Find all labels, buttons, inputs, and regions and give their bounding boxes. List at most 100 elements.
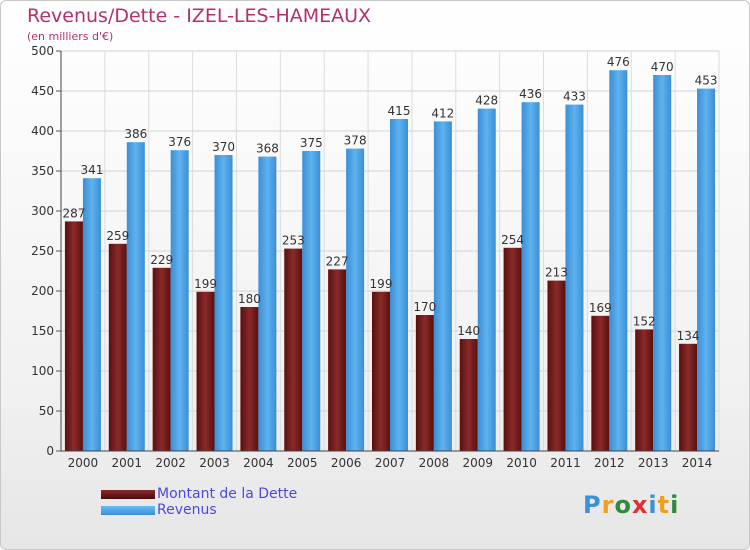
data-label-revenus: 476 — [607, 55, 630, 69]
logo-letter: r — [601, 491, 615, 519]
y-tick-label: 200 — [31, 284, 54, 298]
data-label-dette: 199 — [194, 277, 217, 291]
bar-dette — [196, 291, 215, 451]
y-tick-label: 250 — [31, 244, 54, 258]
data-label-dette: 259 — [106, 229, 129, 243]
y-tick-label: 450 — [31, 84, 54, 98]
data-label-dette: 169 — [589, 301, 612, 315]
axes: 0 50 100 150 200 250 300 350 400 450 500 2000 2001 20… — [31, 44, 719, 470]
data-label-revenus: 470 — [651, 60, 674, 74]
x-tick-label: 2007 — [375, 456, 406, 470]
data-label-revenus: 378 — [344, 134, 367, 148]
legend-swatch-revenus — [101, 506, 155, 515]
data-label-dette: 287 — [62, 206, 85, 220]
data-label-revenus: 433 — [563, 90, 586, 104]
bar-dette — [459, 339, 478, 451]
legend-swatch-dette — [101, 490, 155, 499]
logo-letter: x — [631, 491, 649, 519]
x-tick-label: 2006 — [331, 456, 362, 470]
data-label-dette: 152 — [633, 314, 656, 328]
bar-revenus — [565, 104, 584, 451]
bar-dette — [64, 221, 83, 451]
logo-letter: o — [614, 491, 632, 519]
y-tick-label: 350 — [31, 164, 54, 178]
bar-dette — [503, 247, 522, 451]
bar-revenus — [477, 108, 496, 451]
bar-revenus — [609, 70, 628, 451]
x-tick-label: 2002 — [155, 456, 186, 470]
bars — [64, 70, 716, 452]
y-tick-label: 300 — [31, 204, 54, 218]
x-tick-label: 2014 — [682, 456, 713, 470]
bar-dette — [547, 280, 566, 451]
x-tick-label: 2008 — [419, 456, 450, 470]
proxiti-logo: Proxiti — [583, 491, 679, 519]
bar-dette — [240, 307, 259, 451]
bar-revenus — [433, 121, 452, 452]
x-tick-label: 2009 — [462, 456, 493, 470]
data-label-dette: 199 — [370, 277, 393, 291]
x-tick-label: 2005 — [287, 456, 318, 470]
bar-dette — [152, 267, 171, 451]
x-tick-label: 2000 — [68, 456, 99, 470]
bar-revenus — [82, 178, 101, 451]
x-tick-label: 2004 — [243, 456, 274, 470]
chart-title: Revenus/Dette - IZEL-LES-HAMEAUX — [27, 5, 372, 27]
x-tick-label: 2010 — [506, 456, 537, 470]
bar-dette — [108, 243, 127, 451]
data-label-revenus: 375 — [300, 136, 323, 150]
chart-subtitle: (en milliers d'€) — [27, 30, 114, 43]
data-label-dette: 213 — [545, 266, 568, 280]
bar-revenus — [170, 150, 189, 451]
data-label-dette: 253 — [282, 234, 305, 248]
logo-letter: i — [648, 491, 658, 519]
data-label-revenus: 376 — [168, 135, 191, 149]
y-tick-label: 50 — [39, 404, 54, 418]
x-tick-label: 2012 — [594, 456, 625, 470]
data-label-revenus: 428 — [475, 94, 498, 108]
legend-label-revenus: Revenus — [157, 502, 217, 518]
x-tick-label: 2011 — [550, 456, 581, 470]
y-tick-label: 500 — [31, 44, 54, 58]
y-tick-label: 0 — [46, 444, 54, 458]
bar-dette — [372, 291, 390, 451]
y-tick-label: 100 — [31, 364, 54, 378]
bar-revenus — [302, 151, 321, 451]
bar-dette — [415, 315, 434, 451]
bar-revenus — [697, 88, 716, 451]
bar-dette — [591, 315, 610, 451]
data-label-dette: 140 — [457, 324, 480, 338]
bar-revenus — [521, 102, 540, 451]
legend-label-dette: Montant de la Dette — [157, 486, 298, 502]
data-label-revenus: 386 — [124, 127, 147, 141]
data-label-dette: 229 — [150, 253, 173, 267]
y-tick-label: 400 — [31, 124, 54, 138]
data-label-dette: 180 — [238, 292, 261, 306]
bar-dette — [284, 248, 303, 451]
bar-revenus — [126, 142, 145, 451]
bar-revenus — [346, 148, 365, 451]
data-label-dette: 254 — [501, 233, 524, 247]
data-label-revenus: 368 — [256, 142, 279, 156]
data-label-revenus: 341 — [80, 163, 103, 177]
bar-revenus — [258, 156, 277, 451]
bar-revenus — [390, 119, 408, 451]
bar-revenus — [653, 75, 672, 451]
logo-letter: P — [583, 491, 602, 519]
data-label-revenus: 453 — [695, 74, 718, 88]
y-tick-label: 150 — [31, 324, 54, 338]
logo-letter: t — [657, 491, 671, 519]
bar-revenus — [214, 155, 233, 451]
x-tick-label: 2003 — [199, 456, 230, 470]
data-label-revenus: 436 — [519, 87, 542, 101]
bar-dette — [679, 343, 698, 451]
x-tick-label: 2001 — [112, 456, 143, 470]
bar-dette — [635, 329, 654, 451]
data-label-revenus: 412 — [431, 106, 454, 120]
data-label-revenus: 415 — [388, 104, 411, 118]
data-labels: 287 341 259 386 229 376 199 370 180 368 253 375 227 3… — [62, 55, 717, 343]
data-label-dette: 227 — [326, 254, 349, 268]
x-tick-label: 2013 — [638, 456, 669, 470]
data-label-revenus: 370 — [212, 140, 235, 154]
